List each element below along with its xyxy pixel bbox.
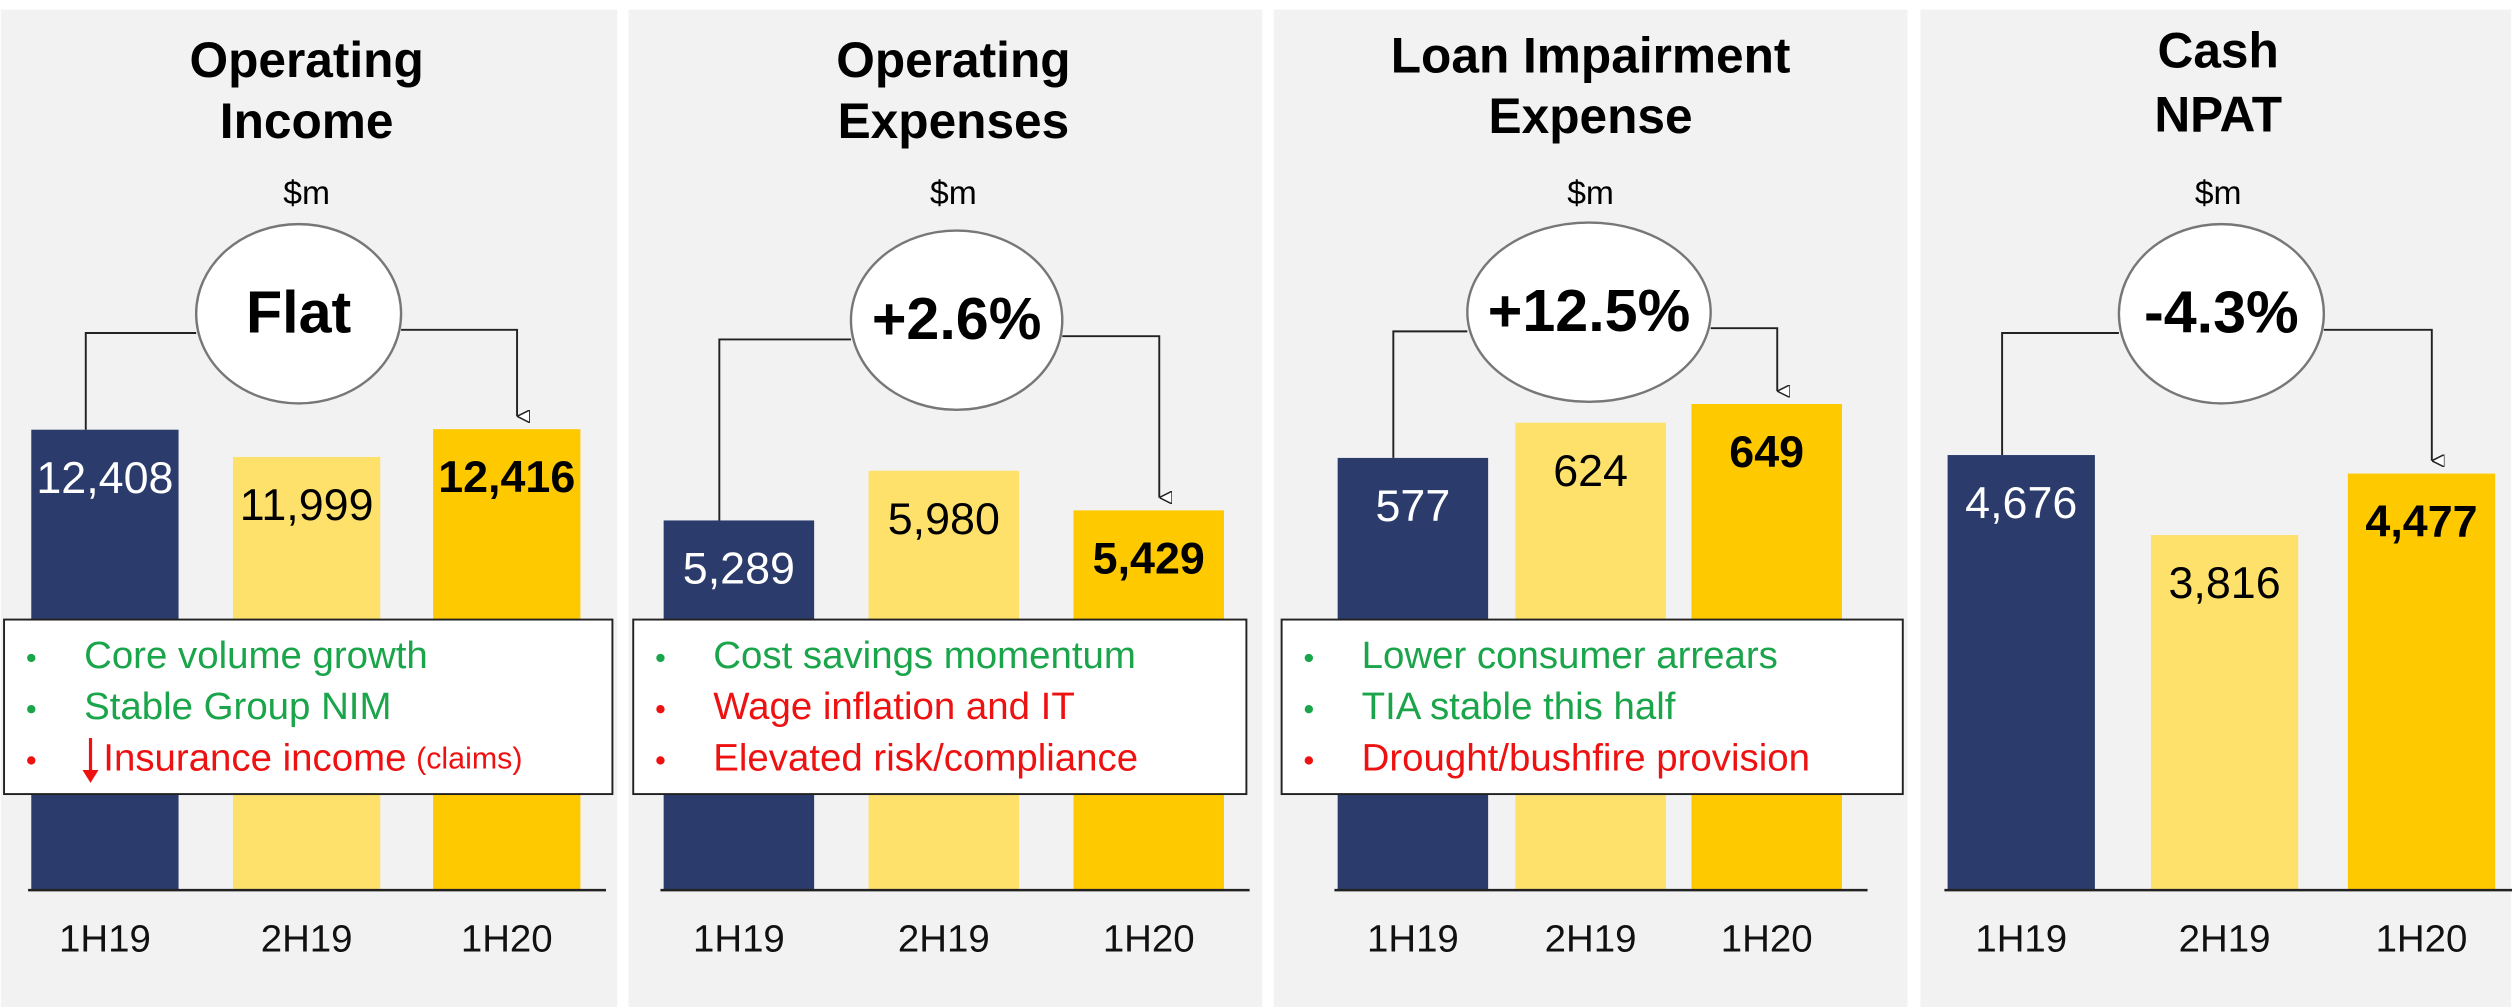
bullet-text: Lower consumer arrears — [1362, 634, 1778, 677]
connector — [718, 338, 851, 521]
panel-title: NPAT — [2154, 87, 2282, 143]
change-label: +2.6% — [872, 285, 1042, 352]
value-label: 5,289 — [683, 544, 795, 594]
category-label: 1H20 — [1103, 918, 1195, 961]
change-label: -4.3% — [2144, 279, 2299, 346]
bullet-text: Insurance income (claims) — [103, 737, 522, 780]
value-label: 5,429 — [1093, 533, 1205, 583]
bullet-dot — [27, 653, 36, 663]
bullet-dot — [656, 653, 665, 663]
bullet-dot — [656, 756, 665, 765]
bullet-text: Wage inflation and IT — [713, 685, 1075, 728]
bullet-text: Stable Group NIM — [84, 685, 391, 728]
bullet-main: TIA stable this half — [1362, 685, 1676, 728]
unit-label: $m — [2195, 175, 2242, 212]
bullet-text: Drought/bushfire provision — [1362, 737, 1810, 780]
bullet-main: Lower consumer arrears — [1362, 634, 1778, 677]
panel-title: Expense — [1489, 88, 1693, 144]
value-label: 3,816 — [2168, 558, 2280, 608]
bullet-dot — [1304, 756, 1313, 765]
panel-title: Income — [220, 93, 394, 149]
bullet-text: TIA stable this half — [1362, 685, 1676, 728]
bullet-text: Cost savings momentum — [713, 634, 1136, 677]
category-label: 2H19 — [261, 918, 353, 961]
bullet-note: (claims) — [416, 741, 522, 775]
panel-title: Operating — [189, 32, 423, 88]
callout-box — [3, 618, 614, 796]
connector-arrow — [2323, 328, 2432, 461]
change-label: +12.5% — [1488, 277, 1691, 344]
bullet-dot — [1304, 653, 1313, 663]
bar — [2347, 473, 2496, 891]
value-label: 12,416 — [438, 452, 575, 502]
connector — [1392, 330, 1468, 458]
callout-box — [632, 618, 1248, 796]
category-label: 1H19 — [1975, 918, 2067, 961]
bullet-main: Stable Group NIM — [84, 685, 391, 728]
bar — [2150, 535, 2299, 891]
category-label: 1H19 — [693, 918, 785, 961]
connector — [2001, 332, 2119, 456]
connector-arrow — [1710, 327, 1778, 391]
category-label: 2H19 — [898, 918, 990, 961]
bullet-text: Core volume growth — [84, 634, 428, 677]
bullet-dot — [656, 705, 665, 714]
unit-label: $m — [930, 175, 977, 212]
category-label: 1H19 — [1367, 918, 1459, 961]
callout-box — [1280, 618, 1904, 796]
category-label: 2H19 — [2179, 918, 2271, 961]
value-label: 649 — [1729, 427, 1804, 477]
category-label: 1H20 — [461, 918, 553, 961]
bullet-main: Core volume growth — [84, 634, 428, 677]
value-label: 5,980 — [888, 494, 1000, 544]
category-label: 1H19 — [59, 918, 151, 961]
bullet-main: Drought/bushfire provision — [1362, 737, 1810, 780]
bullet-main: Elevated risk/compliance — [713, 737, 1138, 780]
connector-arrow — [1062, 335, 1159, 497]
connector — [84, 332, 197, 430]
panel-title: Expenses — [838, 93, 1070, 149]
bullet-text: Elevated risk/compliance — [713, 737, 1138, 780]
value-label: 624 — [1553, 446, 1628, 496]
bullet-dot — [27, 705, 36, 714]
value-label: 577 — [1376, 481, 1451, 531]
value-label: 4,477 — [2365, 497, 2477, 547]
arrow-head — [82, 770, 99, 783]
change-bubble — [849, 229, 1064, 412]
unit-label: $m — [283, 175, 330, 212]
panel-title: Cash — [2158, 23, 2279, 79]
change-bubble — [194, 222, 403, 405]
category-label: 1H20 — [1721, 918, 1813, 961]
value-label: 4,676 — [1965, 478, 2077, 528]
panel-title: Loan Impairment — [1391, 27, 1791, 83]
value-label: 12,408 — [36, 453, 173, 503]
bullet-main: Cost savings momentum — [713, 634, 1136, 677]
bar — [1947, 455, 2095, 891]
category-label: 1H20 — [2376, 918, 2468, 961]
category-label: 2H19 — [1545, 918, 1637, 961]
change-bubble — [1466, 221, 1712, 404]
change-label: Flat — [246, 279, 351, 346]
unit-label: $m — [1567, 175, 1614, 212]
change-bubble — [2117, 222, 2326, 405]
bullet-main: Insurance income — [103, 737, 406, 780]
panel-title: Operating — [836, 32, 1070, 88]
bullet-main: Wage inflation and IT — [713, 685, 1075, 728]
bullet-dot — [27, 756, 36, 765]
value-label: 11,999 — [240, 480, 374, 530]
bullet-dot — [1304, 705, 1313, 714]
connector-arrow — [401, 328, 517, 417]
